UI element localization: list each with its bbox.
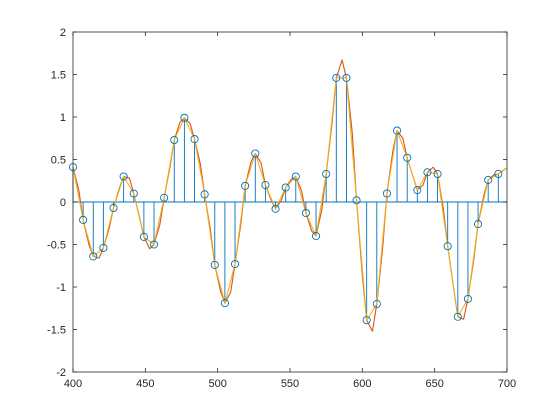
x-tick-label: 550 [281, 378, 299, 390]
stem-marker [362, 316, 371, 325]
tick-layer: 400 450 500 550 600 650 700 -2 -1.5 -1 -0.5 0 0.5 1 1.… [47, 27, 516, 390]
stem-marker [382, 189, 391, 198]
x-tick-label: 650 [425, 378, 443, 390]
stem-marker [149, 240, 159, 249]
stem-marker [494, 169, 503, 178]
stem-marker [311, 231, 321, 241]
stem-marker [403, 153, 412, 162]
stem-marker [342, 73, 351, 82]
y-tick-label: -1.5 [47, 325, 66, 337]
stem-marker [281, 183, 290, 192]
stem-marker [160, 193, 169, 202]
y-tick-label: 1 [60, 112, 66, 124]
series-line-1 [72, 59, 508, 332]
stem-marker [99, 243, 108, 252]
y-tick-label: -0.5 [47, 240, 66, 252]
series-line-2 [72, 77, 508, 321]
stem-marker [119, 172, 128, 181]
stem-marker [220, 299, 229, 308]
stem-marker [393, 126, 402, 135]
stem-marker [241, 181, 250, 190]
stem-marker [109, 203, 118, 212]
y-tick-label: 0 [60, 197, 66, 209]
stem-marker [129, 189, 138, 198]
stem-marker [251, 149, 260, 158]
stem-marker [180, 113, 189, 122]
stem-marker [291, 172, 300, 181]
x-tick-label: 400 [64, 378, 82, 390]
stem-marker [190, 135, 199, 144]
y-tick-label: 2 [60, 27, 66, 39]
x-tick-label: 500 [208, 378, 226, 390]
stem-marker [230, 259, 240, 269]
stem-marker [433, 169, 442, 178]
stem-marker [89, 252, 98, 261]
stem-marker [423, 168, 432, 177]
stem-marker [322, 169, 331, 178]
series-layer [68, 59, 508, 332]
stem-marker [413, 186, 422, 195]
x-tick-label: 450 [136, 378, 154, 390]
stem-marker [332, 73, 341, 82]
stem-marker [474, 220, 483, 229]
stem-marker [372, 299, 381, 309]
stem-marker [210, 260, 219, 269]
y-tick-label: -1 [56, 282, 66, 294]
x-tick-label: 600 [353, 378, 371, 390]
stem-marker [484, 175, 493, 184]
stem-marker [139, 232, 148, 241]
stem-marker [463, 294, 472, 303]
y-tick-label: 0.5 [51, 155, 66, 167]
stem-marker [79, 215, 88, 224]
stem-marker [352, 196, 361, 205]
stem-marker [200, 190, 209, 199]
x-tick-label: 700 [498, 378, 516, 390]
y-tick-label: -2 [56, 367, 66, 379]
y-tick-label: 1.5 [51, 70, 66, 82]
stem-marker [170, 135, 179, 144]
stem-marker [453, 312, 462, 321]
stem-marker [271, 204, 280, 213]
stem-marker [261, 180, 270, 190]
stem-marker [301, 208, 310, 218]
stem-marker [443, 242, 452, 251]
